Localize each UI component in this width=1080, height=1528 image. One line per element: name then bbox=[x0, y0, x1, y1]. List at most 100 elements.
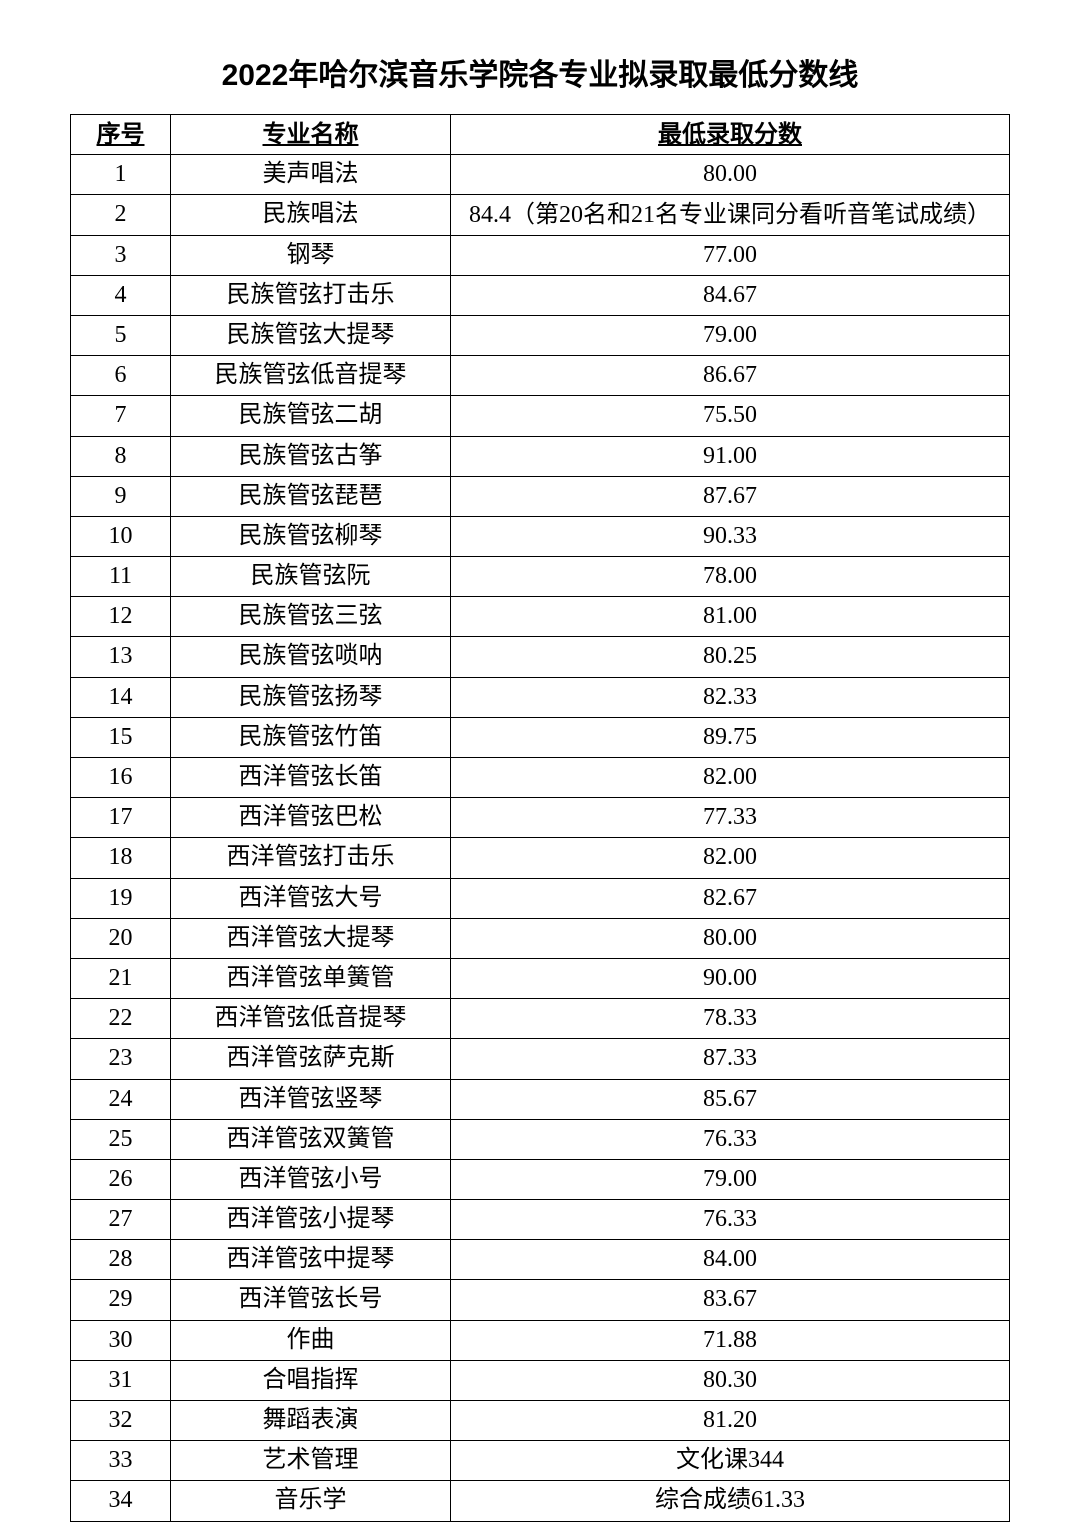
cell-seq: 15 bbox=[71, 717, 171, 757]
cell-major: 民族管弦唢呐 bbox=[171, 637, 451, 677]
table-row: 33艺术管理文化课344 bbox=[71, 1441, 1010, 1481]
cell-score: 80.00 bbox=[451, 918, 1010, 958]
cell-major: 民族管弦柳琴 bbox=[171, 516, 451, 556]
cell-major: 作曲 bbox=[171, 1320, 451, 1360]
cell-major: 民族管弦阮 bbox=[171, 557, 451, 597]
cell-score: 79.00 bbox=[451, 315, 1010, 355]
table-row: 19西洋管弦大号82.67 bbox=[71, 878, 1010, 918]
cell-major: 民族管弦三弦 bbox=[171, 597, 451, 637]
cell-seq: 17 bbox=[71, 798, 171, 838]
cell-major: 西洋管弦小号 bbox=[171, 1159, 451, 1199]
cell-seq: 21 bbox=[71, 958, 171, 998]
cell-score: 82.67 bbox=[451, 878, 1010, 918]
cell-major: 民族管弦竹笛 bbox=[171, 717, 451, 757]
cell-score: 81.00 bbox=[451, 597, 1010, 637]
cell-seq: 16 bbox=[71, 758, 171, 798]
cell-score: 76.33 bbox=[451, 1200, 1010, 1240]
cell-seq: 26 bbox=[71, 1159, 171, 1199]
cell-score: 84.00 bbox=[451, 1240, 1010, 1280]
table-row: 13民族管弦唢呐80.25 bbox=[71, 637, 1010, 677]
cell-major: 民族管弦打击乐 bbox=[171, 275, 451, 315]
table-row: 10民族管弦柳琴90.33 bbox=[71, 516, 1010, 556]
table-row: 11民族管弦阮78.00 bbox=[71, 557, 1010, 597]
table-row: 16西洋管弦长笛82.00 bbox=[71, 758, 1010, 798]
cell-major: 合唱指挥 bbox=[171, 1360, 451, 1400]
table-row: 5民族管弦大提琴79.00 bbox=[71, 315, 1010, 355]
cell-major: 民族管弦琵琶 bbox=[171, 476, 451, 516]
cell-score: 80.30 bbox=[451, 1360, 1010, 1400]
table-row: 32舞蹈表演81.20 bbox=[71, 1401, 1010, 1441]
table-row: 31合唱指挥80.30 bbox=[71, 1360, 1010, 1400]
table-row: 20西洋管弦大提琴80.00 bbox=[71, 918, 1010, 958]
cell-seq: 14 bbox=[71, 677, 171, 717]
cell-seq: 5 bbox=[71, 315, 171, 355]
cell-major: 民族管弦低音提琴 bbox=[171, 356, 451, 396]
cell-major: 舞蹈表演 bbox=[171, 1401, 451, 1441]
cell-major: 西洋管弦单簧管 bbox=[171, 958, 451, 998]
cell-seq: 23 bbox=[71, 1039, 171, 1079]
cell-score: 79.00 bbox=[451, 1159, 1010, 1199]
cell-score: 80.25 bbox=[451, 637, 1010, 677]
table-row: 22西洋管弦低音提琴78.33 bbox=[71, 999, 1010, 1039]
cell-major: 西洋管弦低音提琴 bbox=[171, 999, 451, 1039]
cell-seq: 20 bbox=[71, 918, 171, 958]
table-row: 25西洋管弦双簧管76.33 bbox=[71, 1119, 1010, 1159]
cell-seq: 29 bbox=[71, 1280, 171, 1320]
cell-score: 77.33 bbox=[451, 798, 1010, 838]
cell-seq: 24 bbox=[71, 1079, 171, 1119]
cell-seq: 27 bbox=[71, 1200, 171, 1240]
cell-seq: 19 bbox=[71, 878, 171, 918]
cell-major: 钢琴 bbox=[171, 235, 451, 275]
table-row: 24西洋管弦竖琴85.67 bbox=[71, 1079, 1010, 1119]
cell-score: 91.00 bbox=[451, 436, 1010, 476]
cell-score: 82.00 bbox=[451, 838, 1010, 878]
table-row: 3钢琴77.00 bbox=[71, 235, 1010, 275]
cell-seq: 9 bbox=[71, 476, 171, 516]
table-row: 29西洋管弦长号83.67 bbox=[71, 1280, 1010, 1320]
cell-major: 西洋管弦小提琴 bbox=[171, 1200, 451, 1240]
cell-seq: 30 bbox=[71, 1320, 171, 1360]
cell-score: 76.33 bbox=[451, 1119, 1010, 1159]
cell-score: 文化课344 bbox=[451, 1441, 1010, 1481]
table-row: 17西洋管弦巴松77.33 bbox=[71, 798, 1010, 838]
cell-major: 民族唱法 bbox=[171, 195, 451, 235]
cell-major: 民族管弦扬琴 bbox=[171, 677, 451, 717]
cell-seq: 10 bbox=[71, 516, 171, 556]
cell-seq: 11 bbox=[71, 557, 171, 597]
cell-seq: 13 bbox=[71, 637, 171, 677]
cell-major: 艺术管理 bbox=[171, 1441, 451, 1481]
cell-seq: 6 bbox=[71, 356, 171, 396]
cell-major: 西洋管弦中提琴 bbox=[171, 1240, 451, 1280]
cell-major: 西洋管弦长号 bbox=[171, 1280, 451, 1320]
cell-score: 83.67 bbox=[451, 1280, 1010, 1320]
cell-major: 西洋管弦大提琴 bbox=[171, 918, 451, 958]
table-row: 18西洋管弦打击乐82.00 bbox=[71, 838, 1010, 878]
cell-major: 民族管弦古筝 bbox=[171, 436, 451, 476]
header-seq: 序号 bbox=[71, 115, 171, 155]
cell-score: 综合成绩61.33 bbox=[451, 1481, 1010, 1521]
table-row: 15民族管弦竹笛89.75 bbox=[71, 717, 1010, 757]
table-header-row: 序号 专业名称 最低录取分数 bbox=[71, 115, 1010, 155]
cell-score: 87.33 bbox=[451, 1039, 1010, 1079]
cell-score: 80.00 bbox=[451, 155, 1010, 195]
table-row: 34音乐学综合成绩61.33 bbox=[71, 1481, 1010, 1521]
cell-seq: 34 bbox=[71, 1481, 171, 1521]
cell-seq: 25 bbox=[71, 1119, 171, 1159]
table-row: 8民族管弦古筝91.00 bbox=[71, 436, 1010, 476]
table-row: 30作曲71.88 bbox=[71, 1320, 1010, 1360]
table-row: 12民族管弦三弦81.00 bbox=[71, 597, 1010, 637]
table-row: 14民族管弦扬琴82.33 bbox=[71, 677, 1010, 717]
page-title: 2022年哈尔滨音乐学院各专业拟录取最低分数线 bbox=[70, 50, 1010, 94]
cell-score: 89.75 bbox=[451, 717, 1010, 757]
cell-score: 84.67 bbox=[451, 275, 1010, 315]
cell-score: 82.00 bbox=[451, 758, 1010, 798]
table-row: 27西洋管弦小提琴76.33 bbox=[71, 1200, 1010, 1240]
score-table: 序号 专业名称 最低录取分数 1美声唱法80.002民族唱法84.4（第20名和… bbox=[70, 114, 1010, 1522]
cell-seq: 4 bbox=[71, 275, 171, 315]
cell-seq: 28 bbox=[71, 1240, 171, 1280]
cell-seq: 32 bbox=[71, 1401, 171, 1441]
table-row: 6民族管弦低音提琴86.67 bbox=[71, 356, 1010, 396]
cell-seq: 1 bbox=[71, 155, 171, 195]
cell-score: 82.33 bbox=[451, 677, 1010, 717]
table-row: 2民族唱法84.4（第20名和21名专业课同分看听音笔试成绩） bbox=[71, 195, 1010, 235]
